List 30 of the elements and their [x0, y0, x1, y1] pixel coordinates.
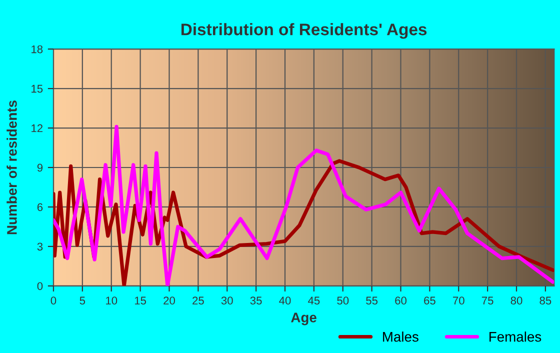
- x-tick-label: 55: [366, 296, 378, 305]
- x-tick-label: 50: [337, 296, 349, 305]
- x-tick-label: 20: [164, 296, 175, 305]
- x-tick-label: 25: [192, 296, 204, 305]
- x-tick-label: 75: [482, 296, 494, 305]
- x-axis-title: Age: [291, 312, 316, 326]
- x-tick-label: 85: [540, 296, 552, 305]
- x-tick-label: 45: [308, 296, 320, 305]
- y-tick-label: 0: [37, 282, 43, 290]
- y-tick-label: 12: [32, 124, 43, 132]
- y-tick-label: 15: [32, 84, 43, 93]
- legend-label: Females: [490, 332, 542, 342]
- x-tick-label: 5: [80, 296, 86, 305]
- y-axis-title: Number of residents: [6, 100, 17, 234]
- x-tick-label: 0: [50, 296, 56, 305]
- x-tick-label: 10: [106, 296, 118, 305]
- chart-title: Distribution of Residents' Ages: [181, 23, 427, 39]
- x-tick-label: 40: [279, 296, 291, 305]
- x-tick-label: 70: [453, 296, 464, 305]
- x-tick-label: 15: [134, 296, 146, 305]
- x-tick-label: 60: [395, 296, 406, 305]
- y-tick-label: 6: [37, 203, 43, 212]
- x-tick-label: 65: [424, 296, 436, 305]
- x-tick-label: 30: [221, 296, 233, 305]
- legend-label: Males: [383, 332, 418, 342]
- x-tick-label: 35: [250, 296, 262, 305]
- y-tick-label: 3: [37, 242, 43, 251]
- y-tick-label: 9: [37, 164, 43, 172]
- y-tick-label: 18: [32, 45, 43, 54]
- x-tick-label: 80: [510, 296, 522, 305]
